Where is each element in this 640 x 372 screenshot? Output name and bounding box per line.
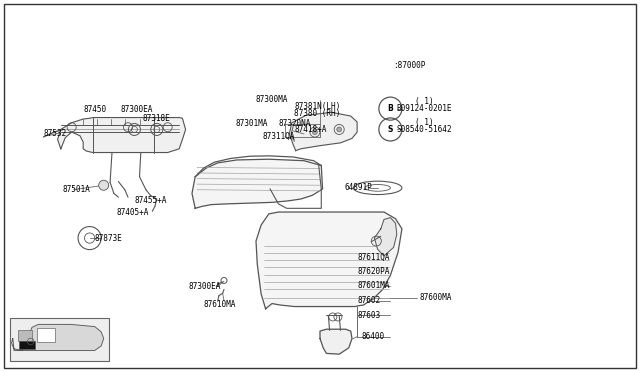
Text: 87620PA: 87620PA (357, 267, 390, 276)
Text: 87300MA: 87300MA (256, 95, 289, 104)
Text: 87610MA: 87610MA (204, 300, 236, 309)
Bar (19, 341, 35, 349)
Text: 87450: 87450 (83, 105, 106, 114)
Text: ( 1): ( 1) (415, 97, 433, 106)
Bar (18, 330, 32, 341)
Text: 87381N(LH): 87381N(LH) (294, 102, 340, 110)
Text: 87380 (RH): 87380 (RH) (294, 109, 340, 118)
Polygon shape (289, 112, 357, 151)
Text: B09124-0201E: B09124-0201E (397, 104, 452, 113)
Text: ( 1): ( 1) (415, 118, 433, 126)
Text: 64891P: 64891P (344, 183, 372, 192)
Polygon shape (320, 329, 352, 354)
Text: 87873E: 87873E (95, 234, 122, 243)
Text: 87320NA: 87320NA (278, 119, 311, 128)
Polygon shape (12, 324, 104, 350)
Text: 87301MA: 87301MA (236, 119, 268, 128)
Text: 86400: 86400 (362, 332, 385, 341)
Text: 87603: 87603 (357, 311, 380, 320)
Text: 87600MA: 87600MA (419, 293, 452, 302)
Text: 87501A: 87501A (63, 185, 90, 194)
Circle shape (99, 180, 109, 190)
Text: 87602: 87602 (357, 296, 380, 305)
Text: :87000P: :87000P (394, 61, 426, 70)
Circle shape (337, 127, 342, 132)
Polygon shape (374, 218, 397, 256)
Text: 87318E: 87318E (142, 114, 170, 123)
Text: 87300EA: 87300EA (189, 282, 221, 291)
Circle shape (312, 129, 317, 135)
Polygon shape (192, 159, 323, 208)
Text: S08540-51642: S08540-51642 (397, 125, 452, 134)
Bar (37, 328, 55, 342)
Polygon shape (58, 118, 186, 153)
Text: S: S (388, 125, 393, 134)
Text: 87418+A: 87418+A (294, 125, 327, 134)
Text: 87300EA: 87300EA (120, 105, 153, 114)
Text: 87532: 87532 (44, 129, 67, 138)
Polygon shape (256, 212, 402, 309)
Bar (10, 318, 109, 361)
Text: 87455+A: 87455+A (134, 196, 167, 205)
Text: 87601MA: 87601MA (357, 281, 390, 290)
Text: B: B (388, 104, 393, 113)
Text: 87311QA: 87311QA (262, 132, 295, 141)
Text: 87405+A: 87405+A (116, 208, 149, 217)
Text: 87611QA: 87611QA (357, 253, 390, 262)
